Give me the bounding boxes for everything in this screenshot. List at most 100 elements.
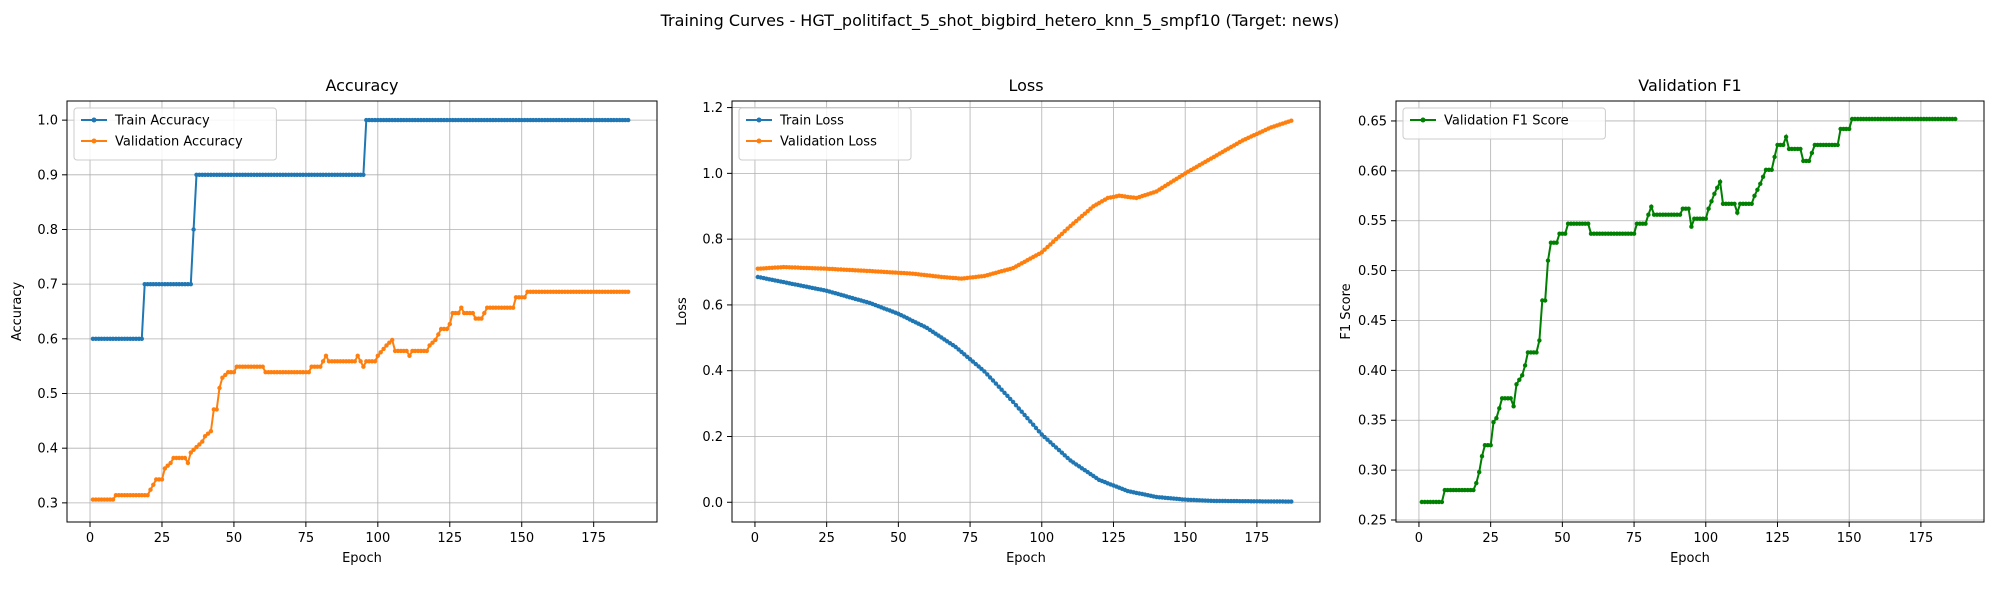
validation-f1-score-point (1706, 206, 1711, 211)
loss-xtick-label: 25 (818, 531, 835, 546)
validation-f1-score-point (1586, 221, 1591, 226)
train-loss-point (953, 344, 958, 350)
validation-loss-point (1071, 221, 1076, 226)
validation-accuracy-point (361, 364, 366, 369)
validation-accuracy-point (231, 370, 237, 375)
validation-accuracy-point (456, 310, 461, 316)
validation-f1-score-point (1563, 231, 1568, 236)
validation-f1-score-point (1835, 142, 1840, 148)
validation-f1-score-point (1847, 126, 1852, 132)
loss-title: Loss (1008, 76, 1043, 95)
validation-accuracy-point (384, 343, 389, 348)
validation-f1-ylabel: F1 Score (1339, 283, 1354, 339)
train-loss-point (1039, 432, 1045, 437)
validation-f1-score-point (1479, 454, 1485, 459)
loss-xtick-label: 0 (751, 531, 759, 546)
validation-loss-point (1059, 231, 1065, 237)
validation-f1-score-point (1646, 212, 1651, 217)
validation-accuracy-point (151, 482, 156, 487)
validation-f1-legend: Validation F1 Score (1402, 107, 1606, 140)
accuracy-title: Accuracy (325, 76, 398, 95)
validation-accuracy-point (407, 353, 412, 358)
train-loss-point (1013, 403, 1019, 408)
train-loss-point (1048, 440, 1053, 445)
train-loss-point (985, 372, 990, 377)
validation-accuracy-point (323, 353, 329, 358)
train-loss-point (1062, 453, 1067, 458)
loss-ytick-label: 0.0 (702, 496, 723, 511)
train-loss-point (1289, 499, 1294, 504)
validation-f1-score-point (1534, 350, 1539, 355)
validation-loss-point (1048, 242, 1053, 247)
validation-f1-chart: 0 25 50 75 100 125 150 175 0.25 0.30 0.35 0.40 0.45 0… (1339, 76, 1985, 566)
validation-f1-score-point (1439, 499, 1445, 505)
train-loss-point (1008, 396, 1013, 402)
train-accuracy-point (139, 336, 144, 341)
validation-f1-score-point (1677, 212, 1683, 217)
train-loss-point (996, 384, 1001, 389)
validation-accuracy-point (430, 340, 435, 345)
validation-accuracy-point (444, 326, 450, 332)
validation-f1-score-point (1491, 420, 1496, 425)
loss-legend-item-train-loss: Train Loss (746, 114, 844, 129)
loss-xlabel: Epoch (1006, 551, 1046, 566)
legend-label: Validation Loss (780, 135, 877, 150)
train-loss-point (1022, 412, 1027, 418)
validation-f1-ytick-label: 0.30 (1358, 464, 1387, 479)
legend-label: Train Loss (779, 114, 844, 129)
train-loss-point (987, 375, 993, 380)
loss-gridlines (732, 101, 1320, 522)
validation-f1-score-point (1511, 404, 1516, 409)
validation-accuracy-point (433, 337, 438, 343)
validation-accuracy-point (197, 442, 202, 447)
train-loss-point (1036, 429, 1042, 434)
validation-f1-score-point (1758, 181, 1763, 186)
train-loss-point (1005, 393, 1010, 398)
validation-accuracy-point (165, 463, 170, 468)
validation-accuracy-point (390, 337, 395, 343)
legend-swatch-marker (91, 138, 97, 144)
validation-f1-score-point (1953, 116, 1958, 122)
accuracy-axes-frame (66, 100, 658, 523)
accuracy-xtick-label: 150 (509, 531, 534, 546)
loss-xtick-label: 75 (962, 531, 979, 546)
validation-accuracy-point (387, 340, 392, 345)
loss-ytick-label: 0.6 (702, 298, 723, 313)
validation-f1-score-point (1735, 210, 1740, 215)
accuracy-ytick-label: 0.5 (37, 387, 58, 402)
figure-suptitle: Training Curves - HGT_politifact_5_shot_… (660, 11, 1340, 31)
validation-f1-score-point (1755, 187, 1760, 192)
accuracy-ytick-label: 0.6 (37, 332, 58, 347)
train-loss-point (1031, 422, 1036, 427)
accuracy-legend: Train Accuracy Validation Accuracy (73, 107, 277, 161)
validation-f1-score-point (1732, 201, 1737, 206)
train-loss-point (999, 387, 1004, 392)
train-loss-point (1051, 442, 1056, 448)
train-loss-point (970, 359, 976, 364)
loss-ytick-label: 0.2 (702, 430, 723, 445)
validation-accuracy-point (355, 353, 360, 358)
validation-accuracy-point (208, 429, 214, 434)
accuracy-ytick-label: 0.9 (37, 168, 58, 183)
accuracy-xtick-label: 25 (154, 531, 171, 546)
validation-accuracy-point (205, 431, 211, 436)
accuracy-ytick-label: 1.0 (37, 114, 58, 129)
validation-accuracy-point (188, 450, 193, 455)
validation-accuracy-point (260, 364, 265, 369)
legend-label: Train Accuracy (114, 114, 210, 129)
validation-f1-score-point (1488, 443, 1493, 448)
validation-f1-score-point (1749, 201, 1754, 206)
validation-f1-score-point (1543, 298, 1548, 303)
validation-loss-point (1056, 234, 1062, 239)
accuracy-xtick-label: 125 (437, 531, 462, 546)
accuracy-xlabel: Epoch (342, 551, 382, 566)
train-loss-point (1059, 450, 1065, 455)
accuracy-series-validation-accuracy (90, 289, 631, 502)
validation-loss-point (1068, 223, 1073, 229)
validation-loss-point (1082, 211, 1088, 216)
train-loss-point (1033, 425, 1039, 431)
validation-f1-legend-item-validation-f1-score: Validation F1 Score (1410, 114, 1569, 129)
loss-axes-frame (731, 100, 1321, 523)
validation-f1-ytick-label: 0.40 (1358, 364, 1387, 379)
validation-f1-score-point (1649, 204, 1654, 209)
